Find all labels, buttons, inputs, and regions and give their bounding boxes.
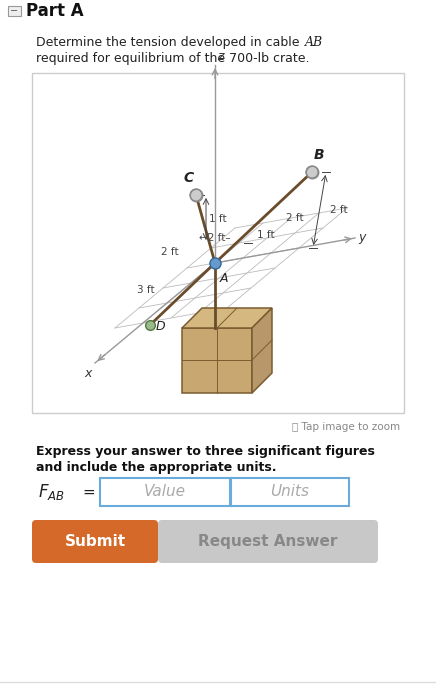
- FancyBboxPatch shape: [231, 478, 349, 506]
- Text: x: x: [85, 367, 92, 380]
- Text: D: D: [156, 319, 166, 332]
- Text: ←2 ft–: ←2 ft–: [199, 233, 231, 243]
- Text: required for equilibrium of the 700-lb crate.: required for equilibrium of the 700-lb c…: [36, 52, 310, 65]
- Text: Units: Units: [270, 484, 310, 500]
- FancyBboxPatch shape: [32, 73, 404, 413]
- Text: −: −: [10, 6, 19, 16]
- Text: 2 ft: 2 ft: [330, 205, 347, 215]
- Text: A: A: [220, 272, 228, 285]
- FancyBboxPatch shape: [100, 478, 230, 506]
- Text: 1 ft: 1 ft: [257, 230, 275, 240]
- Text: Request Answer: Request Answer: [198, 534, 338, 549]
- Text: Value: Value: [144, 484, 186, 500]
- Polygon shape: [182, 328, 252, 393]
- Text: B: B: [314, 148, 325, 162]
- Polygon shape: [182, 308, 272, 328]
- Text: AB: AB: [305, 36, 323, 49]
- Text: $F_{AB}$: $F_{AB}$: [38, 482, 65, 502]
- Text: Determine the tension developed in cable: Determine the tension developed in cable: [36, 36, 303, 49]
- Text: Express your answer to three significant figures: Express your answer to three significant…: [36, 445, 375, 458]
- Text: 1 ft: 1 ft: [209, 214, 227, 224]
- Text: Part A: Part A: [26, 2, 84, 20]
- Text: z: z: [217, 50, 224, 63]
- Text: Submit: Submit: [65, 534, 126, 549]
- Text: y: y: [358, 232, 365, 244]
- Text: C: C: [184, 171, 194, 185]
- FancyBboxPatch shape: [32, 520, 158, 563]
- Text: 3 ft: 3 ft: [137, 285, 155, 295]
- Text: and include the appropriate units.: and include the appropriate units.: [36, 461, 276, 474]
- Polygon shape: [252, 308, 272, 393]
- Text: 2 ft: 2 ft: [161, 247, 179, 257]
- Text: 2 ft: 2 ft: [286, 213, 304, 223]
- FancyBboxPatch shape: [8, 6, 21, 16]
- Text: =: =: [82, 484, 95, 500]
- FancyBboxPatch shape: [158, 520, 378, 563]
- Text: ⓔ Tap image to zoom: ⓔ Tap image to zoom: [292, 422, 400, 432]
